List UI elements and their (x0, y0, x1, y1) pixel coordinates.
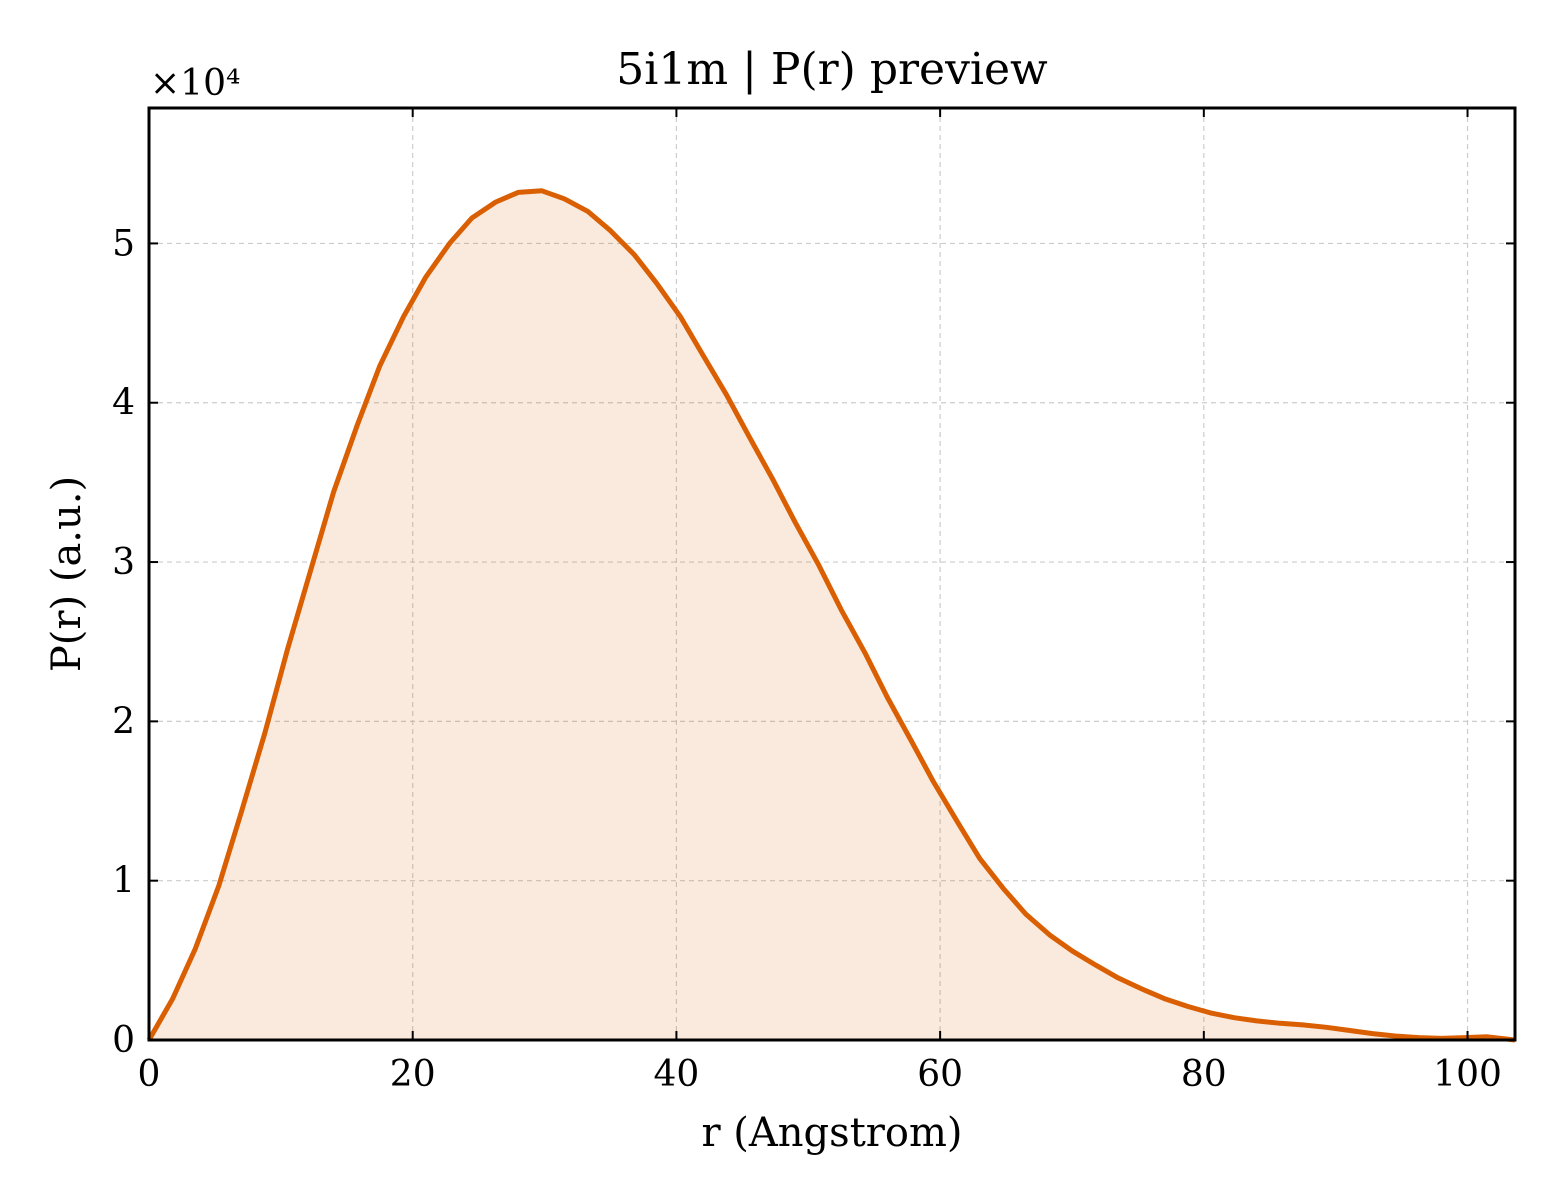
y-tick-label: 4 (112, 383, 135, 424)
x-tick-label: 0 (138, 1054, 161, 1095)
y-axis-multiplier: ×10⁴ (150, 63, 240, 104)
y-tick-label: 2 (112, 701, 135, 742)
pr-curve-line (146, 188, 1516, 1043)
x-tick-label: 40 (654, 1054, 700, 1095)
pr-area-fill (149, 190, 1515, 1041)
x-tick-label: 80 (1181, 1054, 1227, 1095)
x-axis-label: r (Angstrom) (701, 1110, 962, 1156)
x-tick-label: 20 (390, 1054, 436, 1095)
y-tick-label: 5 (112, 223, 135, 264)
y-axis-label: P(r) (a.u.) (44, 476, 90, 672)
chart-title: 5i1m | P(r) preview (616, 44, 1048, 95)
x-tick-label: 60 (917, 1054, 963, 1095)
y-tick-label: 0 (112, 1020, 135, 1061)
axis-ticks: 0 20 40 60 80 100 0 1 2 3 4 5 (112, 108, 1515, 1095)
data-layer (146, 188, 1516, 1043)
y-tick-label: 1 (112, 861, 135, 902)
y-tick-label: 3 (112, 542, 135, 583)
plot-frame (147, 106, 1517, 1042)
x-tick-label: 100 (1433, 1054, 1502, 1095)
